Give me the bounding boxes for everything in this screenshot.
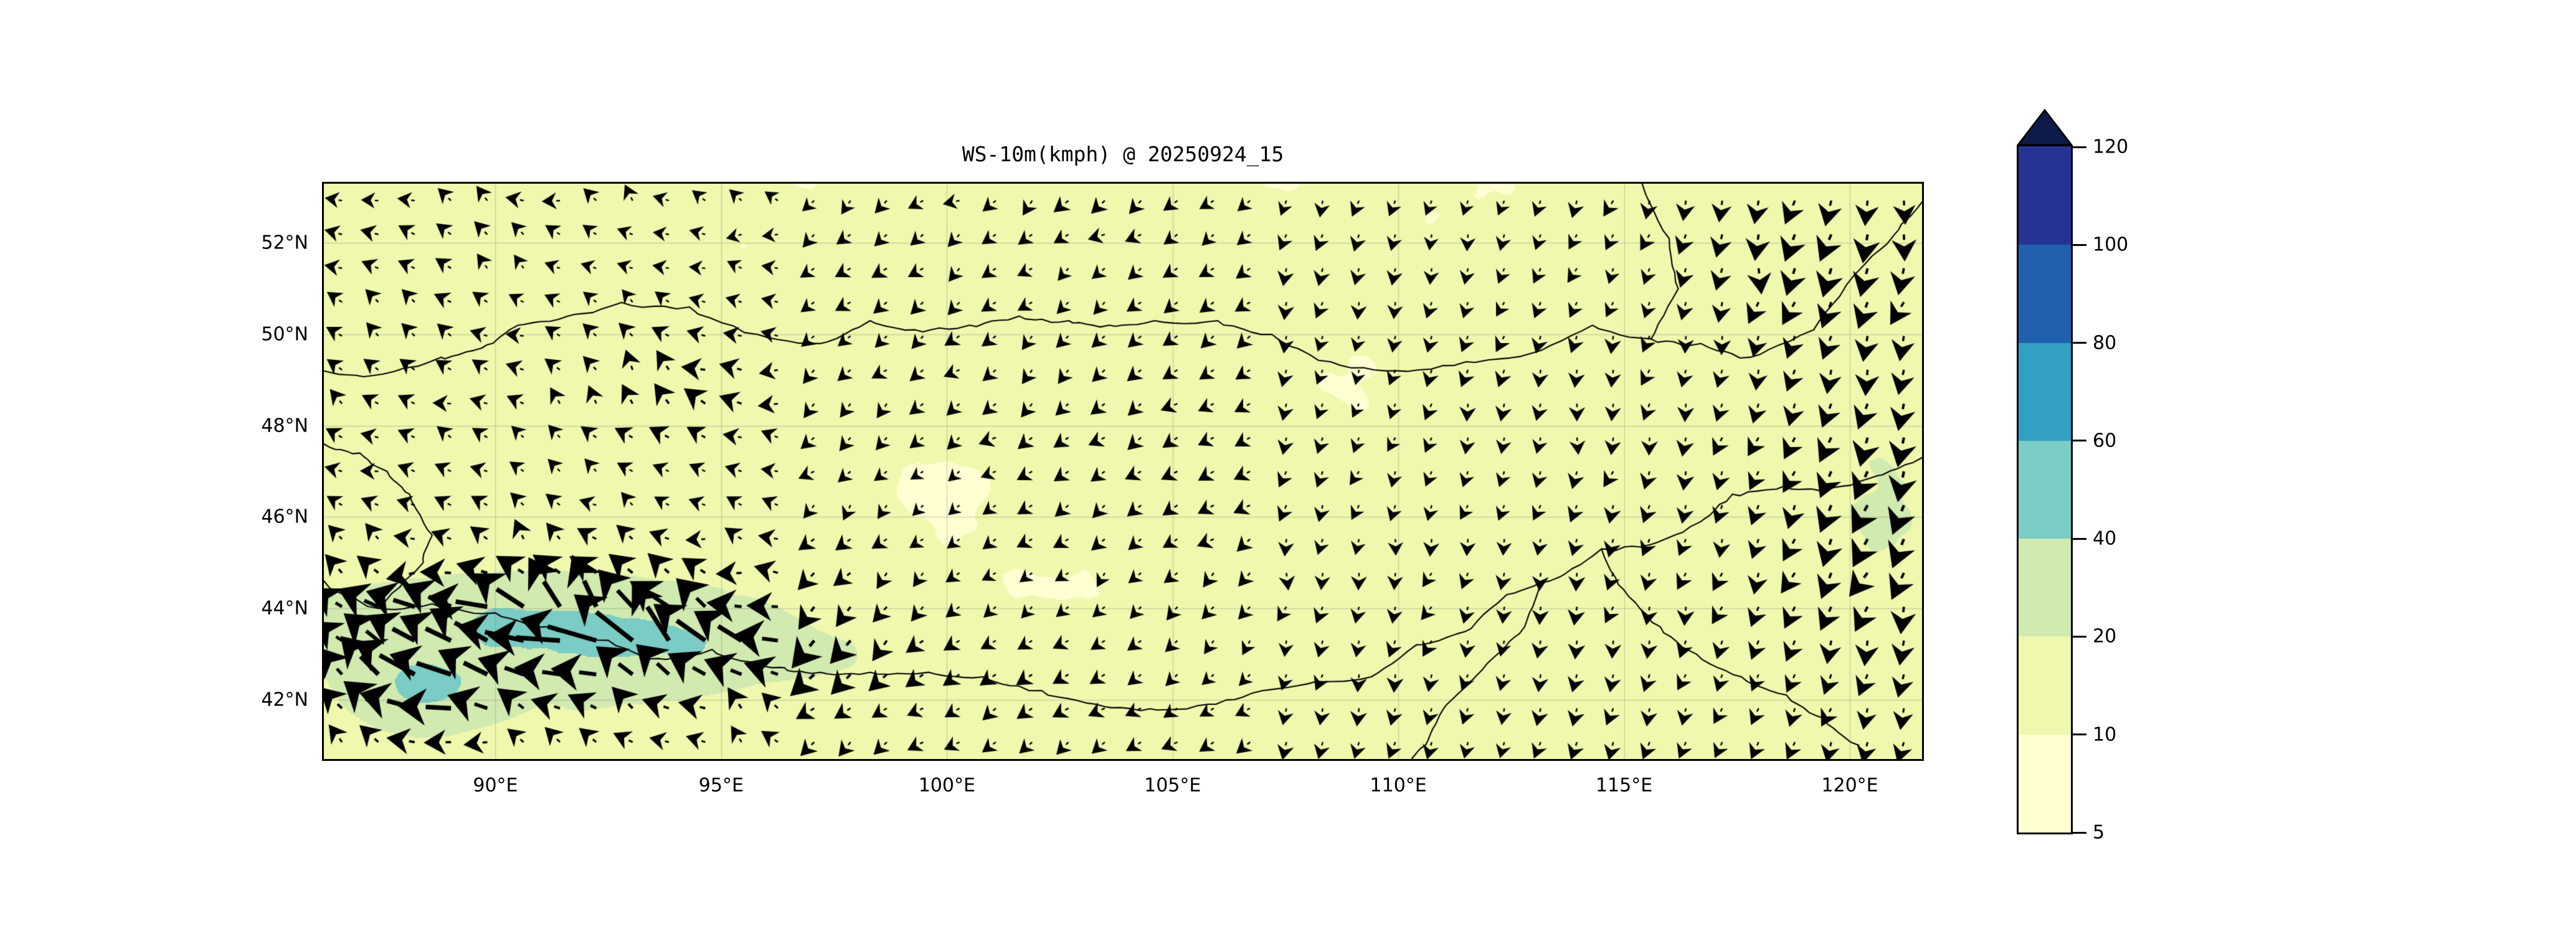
colorbar-tick [2073, 342, 2086, 344]
colorbar-tick [2073, 734, 2086, 736]
colorbar-extend-arrow [2017, 109, 2073, 146]
colorbar-tick-label: 40 [2093, 527, 2117, 550]
colorbar-tick-label: 5 [2093, 821, 2105, 844]
map-canvas-stack [324, 184, 1922, 759]
colorbar-band [2019, 146, 2071, 245]
wind-vector-quiver-layer [324, 184, 1922, 759]
colorbar-tick [2073, 146, 2086, 148]
colorbar-tick-label: 10 [2093, 724, 2117, 746]
colorbar-bands [2017, 145, 2073, 834]
colorbar-band [2019, 734, 2071, 833]
colorbar-tick [2073, 243, 2086, 246]
latitude-tick-label: 52°N [261, 232, 308, 254]
colorbar-band [2019, 636, 2071, 735]
latitude-tick-label: 44°N [261, 597, 308, 620]
map-plot-area [322, 182, 1924, 761]
longitude-tick-label: 110°E [1370, 775, 1427, 796]
longitude-tick-label: 95°E [698, 775, 744, 796]
colorbar-tick [2073, 440, 2086, 442]
colorbar-band [2019, 244, 2071, 343]
longitude-tick-label: 90°E [473, 775, 518, 796]
colorbar-tick-label: 60 [2093, 430, 2117, 452]
longitude-tick-label: 100°E [918, 775, 975, 796]
longitude-tick-label: 120°E [1821, 775, 1878, 796]
colorbar-band [2019, 440, 2071, 539]
colorbar-tick [2073, 635, 2086, 638]
latitude-tick-label: 46°N [261, 506, 308, 528]
colorbar: 5 10 20 40 60 80 100 120 [2017, 109, 2128, 844]
colorbar-tick [2073, 831, 2086, 834]
longitude-tick-label: 115°E [1595, 775, 1653, 796]
colorbar-tick [2073, 537, 2086, 540]
colorbar-tick-label: 100 [2093, 234, 2129, 256]
longitude-tick-label: 105°E [1144, 775, 1201, 796]
colorbar-tick-label: 120 [2093, 136, 2129, 158]
latitude-tick-label: 50°N [261, 323, 308, 346]
colorbar-band [2019, 538, 2071, 637]
colorbar-tick-label: 20 [2093, 625, 2117, 648]
latitude-tick-label: 48°N [261, 415, 308, 437]
chart-title: WS-10m(kmph) @ 20250924_15 [962, 142, 1284, 166]
colorbar-tick-label: 80 [2093, 332, 2117, 354]
colorbar-band [2019, 342, 2071, 441]
latitude-tick-label: 42°N [261, 689, 308, 711]
